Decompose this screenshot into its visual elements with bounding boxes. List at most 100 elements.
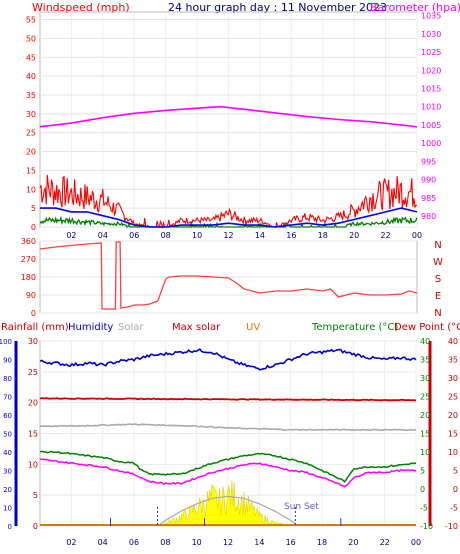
- temperature-tick-label: -10: [420, 522, 433, 531]
- dewpoint-tick-label: 10: [448, 448, 458, 457]
- rain-tick-label: 15: [28, 430, 38, 439]
- wind-left-tick-label: 20: [26, 148, 36, 157]
- barometer-axis-title: Barometer (hpa): [370, 1, 460, 14]
- direction-axis: 0 90 180 270 360: [21, 237, 36, 318]
- weather-x-tick-label: 06: [129, 538, 139, 547]
- humidity-tick-label: 60: [3, 412, 12, 420]
- barometer-tick-label: 1010: [421, 103, 441, 112]
- weather-x-tick-label: 16: [286, 538, 296, 547]
- barometer-tick-label: 1000: [421, 139, 441, 148]
- humidity-tick-label: 40: [3, 449, 12, 457]
- rain-tick-label: 5: [33, 491, 38, 500]
- temperature-tick-label: 35: [420, 356, 430, 365]
- barometer-tick-label: 1015: [421, 85, 441, 94]
- wind-x-tick-label: 10: [192, 231, 202, 240]
- rain-tick-label: 10: [28, 460, 38, 469]
- humidity-tick-label: 90: [3, 357, 12, 365]
- weather-x-tick-label: 00: [411, 538, 421, 547]
- barometer-tick-label: 1030: [421, 30, 441, 39]
- barometer-line: [39, 105, 418, 128]
- wind-x-tick-label: 12: [223, 231, 233, 240]
- barometer-tick-label: 1020: [421, 66, 441, 75]
- temperature-tick-label: 10: [420, 448, 430, 457]
- direction-tick-label: 0: [31, 309, 36, 318]
- wind-left-tick-label: 30: [26, 110, 36, 119]
- dewpoint-tick-label: 5: [453, 467, 458, 476]
- solar-line: [39, 423, 417, 432]
- weather-x-tick-label: 04: [98, 538, 108, 547]
- weather-x-tick-label: 14: [254, 538, 264, 547]
- rain-tick-label: 25: [28, 368, 38, 377]
- barometer-tick-label: 1035: [421, 12, 441, 21]
- dewpoint-tick-label: -10: [445, 522, 458, 531]
- humidity-tick-label: 100: [0, 338, 12, 346]
- wind-direction-line: [39, 241, 418, 310]
- graph-title: 24 hour graph day : 11 November 2023: [168, 1, 387, 14]
- wind-x-tick-label: 00: [412, 231, 422, 240]
- humidity-tick-label: 0: [8, 523, 12, 531]
- wind-left-tick-label: 50: [26, 34, 36, 43]
- temperature-tick-label: 40: [420, 337, 430, 346]
- weather-x-tick-label: 10: [192, 538, 202, 547]
- dewpoint-tick-label: 15: [448, 430, 458, 439]
- wind-x-tick-label: 16: [286, 231, 296, 240]
- max-solar-line: [39, 397, 417, 402]
- wind-x-tick-label: 02: [66, 231, 76, 240]
- legend-uv: UV: [246, 322, 260, 333]
- barometer-right-axis: 980 985 990 995 1000 1005 1010 1015 1020 1025 1030…: [421, 12, 441, 221]
- temperature-tick-label: 25: [420, 393, 430, 402]
- wind-left-tick-label: 25: [26, 129, 36, 138]
- barometer-tick-label: 980: [421, 212, 436, 221]
- wind-x-tick-label: 08: [161, 231, 171, 240]
- legend-max-solar: Max solar: [172, 322, 221, 333]
- compass-label: N: [434, 308, 441, 319]
- barometer-tick-label: 1025: [421, 48, 441, 57]
- compass-label: E: [435, 291, 441, 302]
- humidity-tick-label: 50: [3, 431, 12, 439]
- temperature-tick-label: 30: [420, 374, 430, 383]
- weather-series: [39, 348, 417, 488]
- wind-left-axis: 0 5 10 15 20 25 30 35 40 45 50 55: [26, 16, 36, 232]
- rain-tick-label: 0: [33, 522, 38, 531]
- weather-x-tick-label: 12: [223, 538, 233, 547]
- temperature-tick-label: 5: [420, 467, 425, 476]
- wind-x-tick-label: 18: [318, 231, 328, 240]
- sunset-label: Sun Set: [284, 502, 319, 512]
- wind-x-tick-label: 04: [98, 231, 108, 240]
- wind-x-tick-label: 06: [129, 231, 139, 240]
- humidity-tick-label: 70: [3, 394, 12, 402]
- temperature-tick-label: 15: [420, 430, 430, 439]
- wind-left-tick-label: 15: [26, 166, 36, 175]
- windspeed-axis-title: Windspeed (mph): [32, 1, 130, 14]
- direction-tick-label: 90: [26, 291, 36, 300]
- legend-rainfall: Rainfall (mm): [1, 322, 69, 333]
- wind-left-tick-label: 55: [26, 16, 36, 25]
- dewpoint-tick-label: 35: [448, 356, 458, 365]
- temperature-tick-label: 0: [420, 485, 425, 494]
- temperature-tick-label: 20: [420, 411, 430, 420]
- windspeed-line: [39, 174, 417, 229]
- dewpoint-tick-label: 0: [453, 485, 458, 494]
- solar-area: [40, 479, 416, 527]
- legend-humidity: Humidity: [68, 322, 113, 333]
- dewpoint-tick-label: -5: [450, 504, 458, 513]
- wind-x-tick-label: 20: [349, 231, 359, 240]
- weather-x-tick-label: 02: [66, 538, 76, 547]
- weather-x-tick-label: 18: [317, 538, 327, 547]
- humidity-tick-label: 10: [3, 505, 12, 513]
- humidity-tick-label: 80: [3, 375, 12, 383]
- barometer-tick-label: 990: [421, 176, 436, 185]
- wind-x-axis: 02 04 06 08 10 12 14 16 18 20 22 00: [66, 231, 422, 240]
- wind-left-tick-label: 40: [26, 72, 36, 81]
- direction-series: [39, 241, 418, 310]
- weather-x-axis: 02 04 06 08 10 12 14 16 18 20 22 00: [66, 538, 421, 547]
- wind-left-tick-label: 10: [26, 185, 36, 194]
- dewpoint-tick-label: 20: [448, 411, 458, 420]
- wind-low-line: [39, 215, 418, 229]
- humidity-tick-label: 30: [3, 468, 12, 476]
- direction-tick-label: 360: [21, 237, 36, 246]
- barometer-tick-label: 985: [421, 194, 436, 203]
- compass-label: N: [434, 240, 441, 251]
